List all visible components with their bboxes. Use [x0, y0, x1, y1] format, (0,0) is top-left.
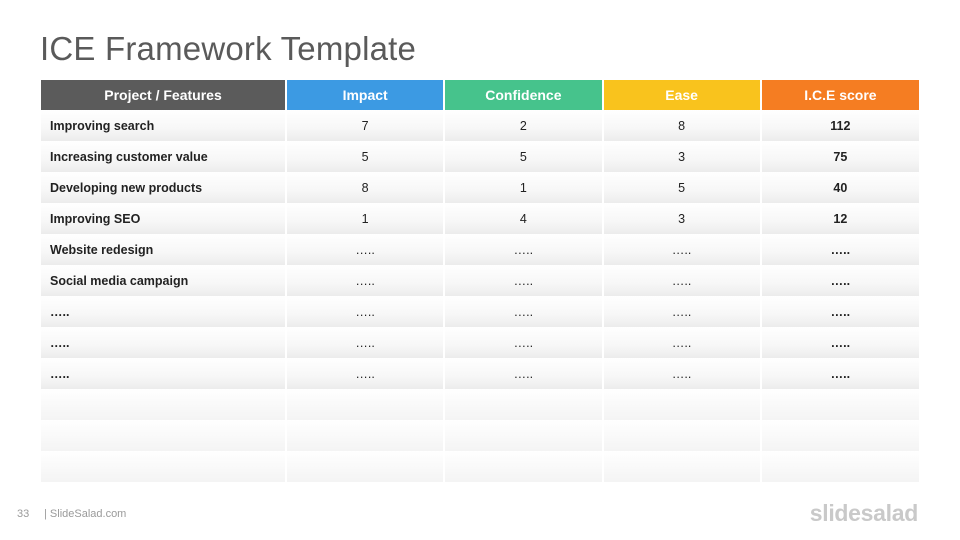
project-cell: Social media campaign	[41, 265, 287, 296]
ease-cell: 3	[602, 203, 762, 234]
table-row	[41, 389, 919, 420]
project-cell: Improving search	[41, 110, 287, 141]
table-row: …..…..…..…..…..	[41, 296, 919, 327]
ease-cell: 3	[602, 141, 762, 172]
header-confidence: Confidence	[444, 80, 604, 110]
impact-cell: 5	[286, 141, 446, 172]
ease-cell	[602, 420, 762, 451]
header-ice-score: I.C.E score	[760, 80, 919, 110]
confidence-cell: 5	[444, 141, 604, 172]
ice-score-cell: 40	[760, 172, 919, 203]
confidence-cell: 4	[444, 203, 604, 234]
confidence-cell: …..	[444, 234, 604, 265]
table-row: …..…..…..…..…..	[41, 327, 919, 358]
table-row: Improving SEO 1 4 3 12	[41, 203, 919, 234]
table-row: …..…..…..…..…..	[41, 358, 919, 389]
project-cell	[41, 389, 287, 420]
project-cell: Developing new products	[41, 172, 287, 203]
ease-cell: 8	[602, 110, 762, 141]
table-row	[41, 420, 919, 451]
ice-score-cell: …..	[760, 265, 919, 296]
ease-cell: …..	[602, 265, 762, 296]
slidesalad-logo: slidesalad	[809, 500, 919, 526]
ice-score-cell: 75	[760, 141, 919, 172]
header-project-features: Project / Features	[41, 80, 287, 110]
confidence-cell: …..	[444, 296, 604, 327]
ice-score-cell: …..	[760, 296, 919, 327]
impact-cell: 8	[286, 172, 446, 203]
ice-score-cell: …..	[760, 358, 919, 389]
page-number: 33	[17, 508, 30, 520]
table-header-row: Project / Features Impact Confidence Eas…	[41, 80, 919, 110]
footer-site-link: | SlideSalad.com	[44, 508, 127, 520]
impact-cell: …..	[286, 358, 446, 389]
confidence-cell	[444, 389, 604, 420]
impact-cell: …..	[286, 296, 446, 327]
project-cell: Website redesign	[41, 234, 287, 265]
impact-cell: …..	[286, 265, 446, 296]
table-row	[41, 451, 919, 482]
table-row: Increasing customer value 5 5 3 75	[41, 141, 919, 172]
header-ease: Ease	[602, 80, 762, 110]
ice-score-cell	[760, 389, 919, 420]
ease-cell: …..	[602, 234, 762, 265]
ease-cell: …..	[602, 327, 762, 358]
confidence-cell: …..	[444, 358, 604, 389]
confidence-cell: 1	[444, 172, 604, 203]
ease-cell	[602, 451, 762, 482]
ease-cell: …..	[602, 296, 762, 327]
project-cell	[41, 451, 287, 482]
ice-score-cell: …..	[760, 327, 919, 358]
ice-score-cell	[760, 420, 919, 451]
confidence-cell: …..	[444, 265, 604, 296]
confidence-cell: …..	[444, 327, 604, 358]
impact-cell: 1	[286, 203, 446, 234]
header-impact: Impact	[286, 80, 446, 110]
ice-table: Project / Features Impact Confidence Eas…	[41, 80, 919, 482]
slide-title: ICE Framework Template	[40, 30, 417, 67]
table-row: Social media campaign…..…..…..…..	[41, 265, 919, 296]
project-cell	[41, 420, 287, 451]
ice-score-cell: 112	[760, 110, 919, 141]
ease-cell: 5	[602, 172, 762, 203]
impact-cell	[286, 420, 446, 451]
project-cell: …..	[41, 358, 287, 389]
table-row: Developing new products 8 1 5 40	[41, 172, 919, 203]
impact-cell: 7	[286, 110, 446, 141]
table-row: Website redesign…..…..…..…..	[41, 234, 919, 265]
impact-cell: …..	[286, 234, 446, 265]
confidence-cell	[444, 420, 604, 451]
ease-cell	[602, 389, 762, 420]
project-cell: Improving SEO	[41, 203, 287, 234]
confidence-cell: 2	[444, 110, 604, 141]
impact-cell: …..	[286, 327, 446, 358]
confidence-cell	[444, 451, 604, 482]
impact-cell	[286, 451, 446, 482]
ice-score-cell: 12	[760, 203, 919, 234]
ice-score-cell: …..	[760, 234, 919, 265]
project-cell: …..	[41, 296, 287, 327]
table-row: Improving search 7 2 8 112	[41, 110, 919, 141]
project-cell: …..	[41, 327, 287, 358]
impact-cell	[286, 389, 446, 420]
project-cell: Increasing customer value	[41, 141, 287, 172]
ease-cell: …..	[602, 358, 762, 389]
ice-score-cell	[760, 451, 919, 482]
